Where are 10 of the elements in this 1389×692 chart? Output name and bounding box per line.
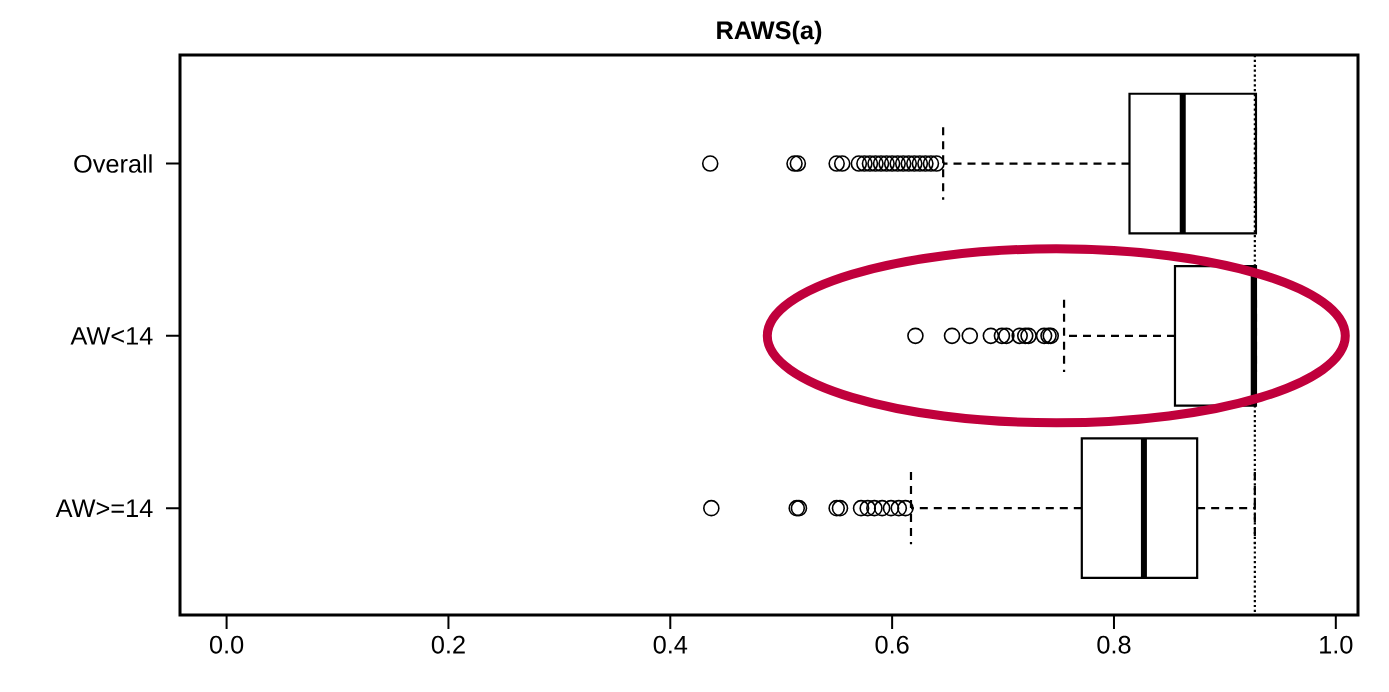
- x-tick-label: 0.4: [653, 635, 688, 654]
- y-tick-label: Overall: [74, 154, 152, 173]
- x-tick-label: 0.8: [1097, 635, 1131, 654]
- x-tick-label: 0.2: [431, 635, 465, 654]
- x-tick-label: 1.0: [1320, 635, 1353, 654]
- x-tick-label: 0.0: [209, 635, 244, 654]
- x-tick-label: 0.6: [875, 635, 909, 654]
- y-tick-label: AW>=14: [55, 499, 153, 517]
- chart-title: RAWS(a): [717, 20, 822, 45]
- y-tick-label: AW<14: [70, 327, 153, 345]
